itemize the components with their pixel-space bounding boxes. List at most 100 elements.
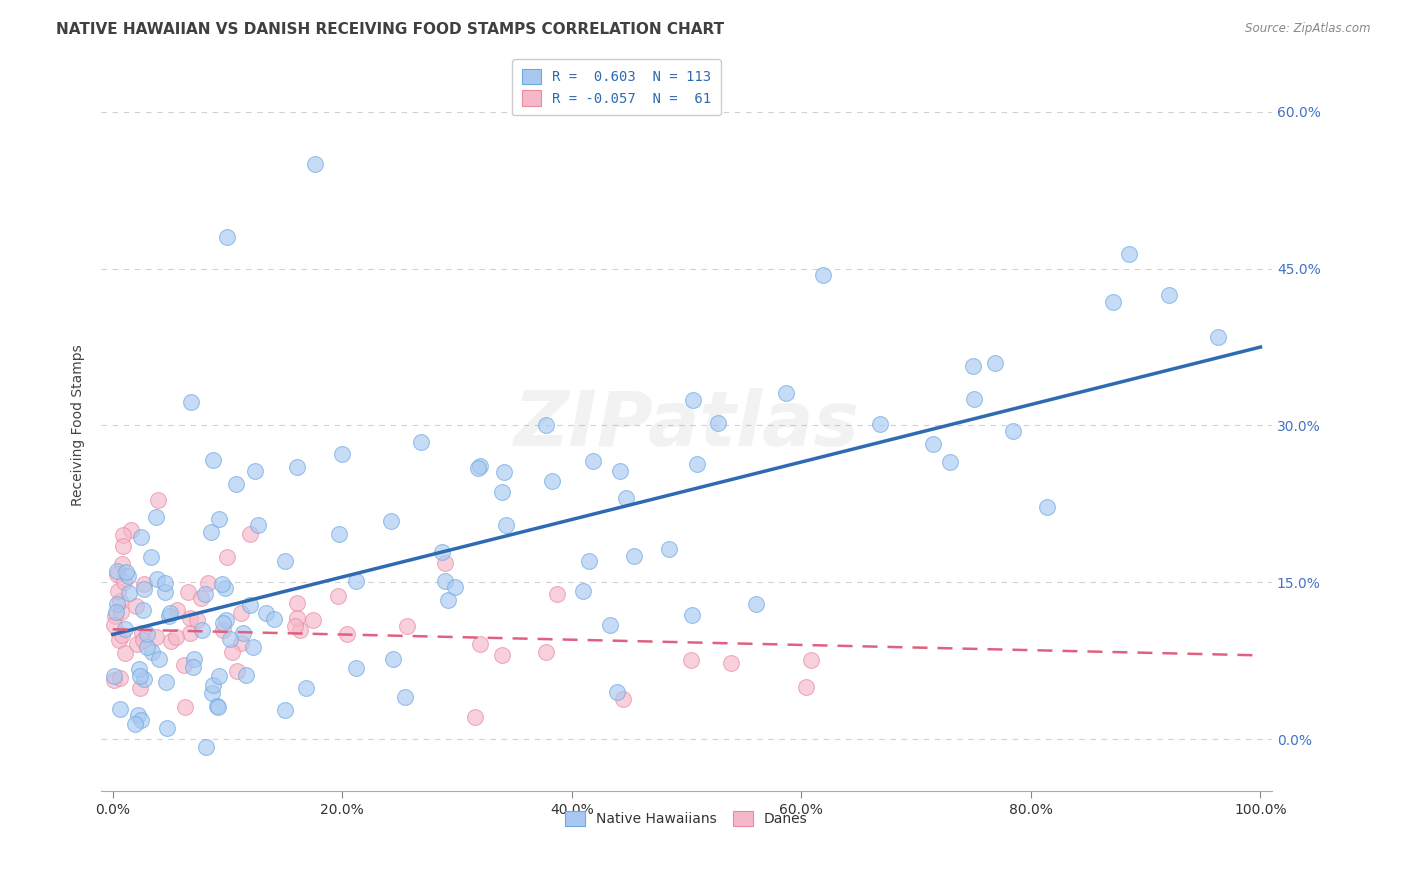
Point: [609, 464, 631, 478]
Point: [430, 545, 453, 559]
Point: [103, 673, 125, 688]
Point: [134, 582, 156, 596]
Point: [720, 656, 742, 670]
Point: [1118, 247, 1140, 261]
Point: [215, 613, 238, 627]
Point: [129, 681, 152, 695]
Point: [444, 580, 467, 594]
Point: [131, 633, 153, 648]
Point: [105, 566, 128, 581]
Point: [394, 690, 416, 704]
Point: [124, 599, 146, 613]
Point: [686, 457, 709, 471]
Point: [274, 703, 297, 717]
Point: [153, 584, 176, 599]
Point: [211, 576, 233, 591]
Point: [436, 593, 458, 607]
Point: [103, 618, 125, 632]
Point: [534, 417, 557, 432]
Point: [707, 417, 730, 431]
Point: [197, 576, 219, 591]
Point: [183, 651, 205, 665]
Point: [181, 659, 204, 673]
Legend: Native Hawaiians, Danes: Native Hawaiians, Danes: [555, 801, 817, 836]
Point: [247, 518, 270, 533]
Point: [159, 607, 181, 621]
Point: [295, 681, 318, 695]
Point: [344, 574, 367, 588]
Point: [190, 591, 212, 605]
Point: [1036, 500, 1059, 514]
Point: [869, 417, 891, 431]
Point: [344, 661, 367, 675]
Point: [112, 574, 135, 589]
Point: [326, 589, 349, 603]
Point: [614, 491, 637, 505]
Point: [136, 640, 159, 654]
Point: [409, 435, 432, 450]
Point: [166, 602, 188, 616]
Point: [127, 637, 149, 651]
Point: [1002, 424, 1025, 438]
Point: [494, 465, 516, 479]
Point: [201, 678, 224, 692]
Point: [207, 699, 229, 714]
Point: [235, 667, 257, 681]
Point: [174, 699, 197, 714]
Point: [156, 721, 179, 735]
Point: [382, 652, 405, 666]
Point: [134, 576, 156, 591]
Point: [274, 554, 297, 568]
Point: [288, 623, 311, 637]
Point: [433, 556, 456, 570]
Point: [186, 613, 208, 627]
Point: [226, 665, 249, 679]
Point: [328, 527, 350, 541]
Point: [173, 658, 195, 673]
Point: [800, 653, 823, 667]
Point: [108, 594, 131, 608]
Point: [211, 615, 233, 630]
Point: [491, 484, 513, 499]
Point: [155, 675, 177, 690]
Point: [775, 386, 797, 401]
Point: [111, 628, 134, 642]
Point: [984, 356, 1007, 370]
Point: [464, 710, 486, 724]
Point: [330, 447, 353, 461]
Point: [110, 702, 132, 716]
Point: [195, 739, 218, 754]
Text: Source: ZipAtlas.com: Source: ZipAtlas.com: [1246, 22, 1371, 36]
Point: [153, 576, 176, 591]
Point: [380, 514, 402, 528]
Point: [108, 672, 131, 686]
Point: [179, 626, 201, 640]
Point: [180, 395, 202, 409]
Point: [242, 640, 264, 655]
Point: [922, 436, 945, 450]
Text: NATIVE HAWAIIAN VS DANISH RECEIVING FOOD STAMPS CORRELATION CHART: NATIVE HAWAIIAN VS DANISH RECEIVING FOOD…: [56, 22, 724, 37]
Point: [232, 626, 254, 640]
Point: [141, 645, 163, 659]
Point: [103, 609, 125, 624]
Point: [285, 611, 308, 625]
Point: [467, 461, 489, 475]
Point: [217, 550, 239, 565]
Point: [231, 606, 253, 620]
Point: [599, 617, 621, 632]
Point: [114, 646, 136, 660]
Point: [285, 460, 308, 475]
Point: [103, 669, 125, 683]
Point: [145, 630, 167, 644]
Point: [111, 557, 134, 571]
Point: [491, 648, 513, 662]
Point: [546, 587, 568, 601]
Point: [239, 598, 262, 612]
Point: [157, 608, 180, 623]
Point: [143, 805, 166, 819]
Point: [254, 606, 277, 620]
Point: [114, 622, 136, 636]
Point: [207, 512, 229, 526]
Point: [1157, 288, 1180, 302]
Point: [606, 684, 628, 698]
